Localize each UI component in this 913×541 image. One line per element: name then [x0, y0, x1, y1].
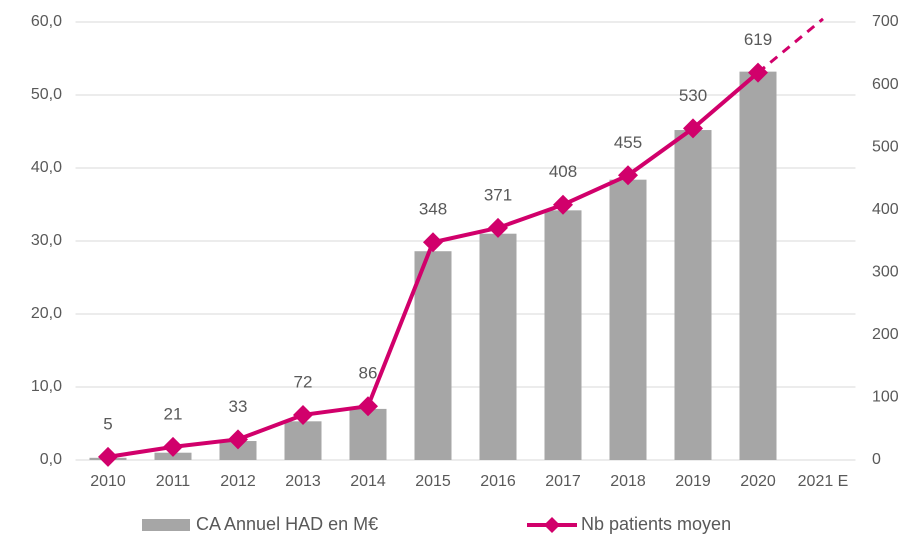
- bar: [674, 130, 712, 461]
- marker: [293, 404, 313, 425]
- y2-tick-label: 300: [872, 264, 899, 281]
- data-label: 72: [294, 372, 313, 391]
- bar: [349, 408, 387, 460]
- data-label: 5: [103, 414, 112, 433]
- y-tick-label: 60,0: [31, 13, 62, 30]
- y2-tick-label: 0: [872, 451, 881, 468]
- bar: [219, 441, 257, 460]
- legend-label: Nb patients moyen: [581, 514, 731, 534]
- y-tick-label: 10,0: [31, 378, 62, 395]
- y-tick-label: 50,0: [31, 86, 62, 103]
- y-tick-label: 40,0: [31, 159, 62, 176]
- legend-label: CA Annuel HAD en M€: [196, 514, 378, 534]
- x-tick-label: 2019: [675, 473, 711, 490]
- y2-tick-label: 700: [872, 13, 899, 30]
- data-label: 530: [679, 86, 707, 105]
- marker: [163, 436, 183, 457]
- marker: [358, 396, 378, 417]
- marker: [618, 165, 638, 186]
- data-label: 619: [744, 30, 772, 49]
- bar: [609, 179, 647, 460]
- y2-tick-label: 600: [872, 76, 899, 93]
- x-tick-label: 2016: [480, 473, 516, 490]
- data-label: 86: [359, 364, 378, 383]
- marker: [423, 232, 443, 253]
- marker: [683, 118, 703, 139]
- x-tick-label: 2011: [156, 473, 191, 490]
- y2-tick-label: 100: [872, 389, 899, 406]
- x-tick-label: 2018: [610, 473, 646, 490]
- estimate-line: [757, 17, 824, 74]
- y-tick-label: 0,0: [40, 451, 62, 468]
- data-label: 348: [419, 200, 447, 219]
- x-tick-label: 2021 E: [798, 473, 849, 490]
- bar: [544, 210, 582, 460]
- data-label: 21: [164, 404, 183, 423]
- y-tick-label: 20,0: [31, 305, 62, 322]
- data-label: 33: [229, 397, 248, 416]
- y2-tick-label: 400: [872, 201, 899, 218]
- marker: [228, 429, 248, 450]
- legend-swatch: [544, 517, 560, 533]
- bar: [414, 251, 452, 460]
- y2-tick-label: 200: [872, 326, 899, 343]
- x-tick-label: 2013: [285, 473, 321, 490]
- legend-swatch: [142, 519, 190, 531]
- bar: [739, 71, 777, 460]
- marker: [553, 194, 573, 215]
- data-label: 371: [484, 185, 512, 204]
- x-tick-label: 2014: [350, 473, 386, 490]
- marker: [488, 217, 508, 238]
- x-tick-label: 2020: [740, 473, 776, 490]
- bar: [284, 421, 322, 460]
- bar: [479, 233, 517, 460]
- x-tick-label: 2015: [415, 473, 451, 490]
- marker: [748, 62, 768, 83]
- y2-tick-label: 500: [872, 138, 899, 155]
- x-tick-label: 2010: [90, 473, 126, 490]
- data-label: 455: [614, 133, 642, 152]
- data-label: 408: [549, 162, 577, 181]
- x-tick-label: 2017: [545, 473, 581, 490]
- y-tick-label: 30,0: [31, 232, 62, 249]
- x-tick-label: 2012: [220, 473, 256, 490]
- marker: [98, 446, 118, 467]
